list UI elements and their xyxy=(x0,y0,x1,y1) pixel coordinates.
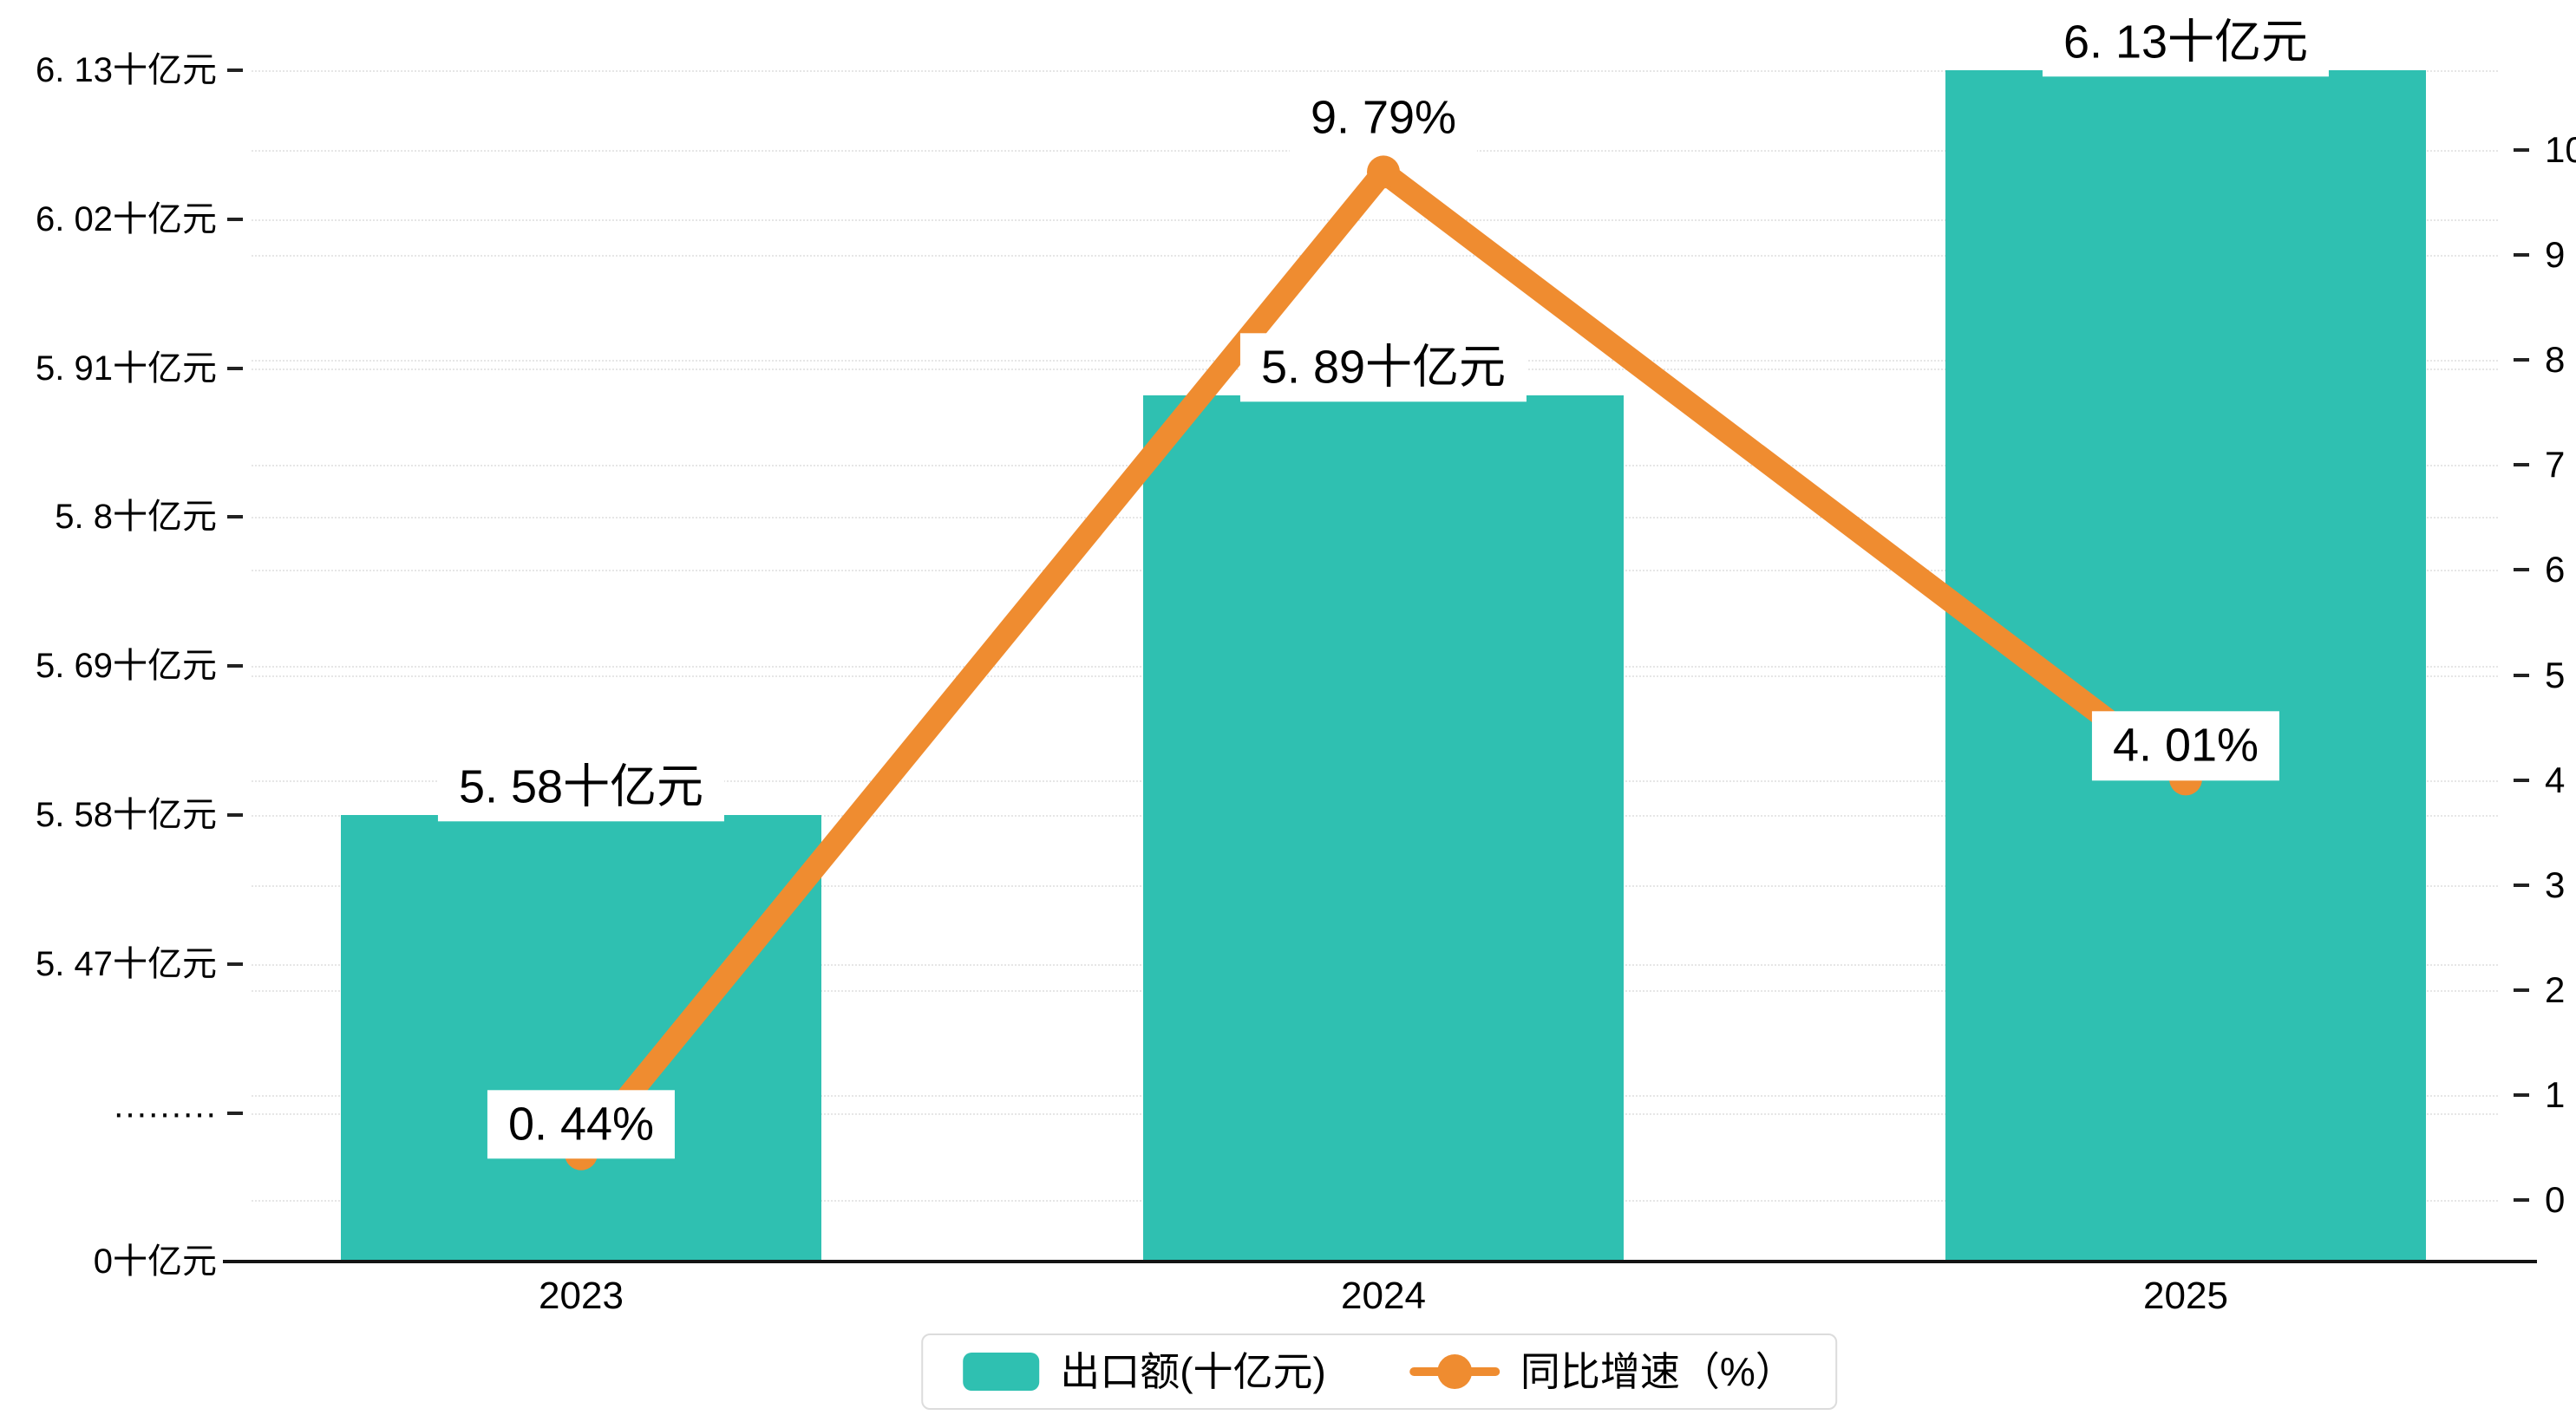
y-axis-right-tick-mark xyxy=(2514,673,2529,677)
legend-item-export[interactable]: 出口额(十亿元) xyxy=(963,1352,1326,1392)
y-axis-right-tick-mark xyxy=(2514,1198,2529,1202)
y-axis-right-tick-label: 5 xyxy=(2545,654,2566,695)
y-axis-right-tick-mark xyxy=(2514,253,2529,258)
growth-value-label: 0. 44% xyxy=(487,1090,676,1159)
y-axis-right-tick-label: 7 xyxy=(2545,444,2566,486)
y-axis-right-tick-label: 9 xyxy=(2545,234,2566,276)
y-axis-right-tick-label: 6 xyxy=(2545,549,2566,590)
growth-line-point xyxy=(1367,155,1400,189)
y-axis-left-tick-label: 5. 58十亿元 xyxy=(36,796,217,834)
y-axis-right-tick-label: 10 xyxy=(2545,129,2576,170)
line-series-marker xyxy=(1409,1354,1500,1389)
legend-item-growth[interactable]: 同比增速（%） xyxy=(1409,1352,1795,1392)
export-bar xyxy=(341,815,821,1262)
bar-value-label: 6. 13十亿元 xyxy=(2042,8,2330,77)
y-axis-right-tick-label: 8 xyxy=(2545,339,2566,381)
y-axis-right-tick-mark xyxy=(2514,463,2529,467)
bar-value-label: 5. 58十亿元 xyxy=(437,753,725,822)
y-axis-left-tick-mark xyxy=(227,68,243,72)
y-axis-left-tick-mark xyxy=(227,664,243,668)
legend-label-growth: 同比增速（%） xyxy=(1520,1349,1795,1394)
y-axis-right-tick-label: 2 xyxy=(2545,968,2566,1010)
line-marker-dot xyxy=(1436,1354,1472,1389)
y-axis-left-tick-label: 5. 69十亿元 xyxy=(36,647,217,686)
y-axis-left-tick-mark xyxy=(227,962,243,966)
y-axis-left-tick-mark xyxy=(227,1111,243,1115)
y-axis-left-tick-mark xyxy=(227,217,243,221)
bar-value-label: 5. 89十亿元 xyxy=(1239,333,1527,402)
export-bar xyxy=(1143,395,1624,1262)
x-axis-label: 2024 xyxy=(1341,1275,1426,1317)
y-axis-left-tick-mark xyxy=(227,515,243,519)
bar-series-swatch xyxy=(963,1353,1040,1391)
y-axis-right-tick-mark xyxy=(2514,1092,2529,1097)
y-axis-left-tick-label: 5. 91十亿元 xyxy=(36,349,217,388)
y-axis-left-tick-label: ········· xyxy=(113,1093,217,1132)
legend: 出口额(十亿元) 同比增速（%） xyxy=(921,1333,1837,1410)
gridline xyxy=(252,70,2498,72)
growth-value-label: 4. 01% xyxy=(2091,711,2280,781)
y-axis-left-tick-label: 5. 8十亿元 xyxy=(55,498,217,537)
x-axis-line xyxy=(223,1260,2537,1263)
y-axis-right-tick-mark xyxy=(2514,148,2529,152)
growth-value-label: 9. 79% xyxy=(1289,83,1478,153)
y-axis-left-tick-label: 5. 47十亿元 xyxy=(36,944,217,983)
y-axis-right-tick-mark xyxy=(2514,988,2529,992)
y-axis-left-tick-label: 6. 02十亿元 xyxy=(36,199,217,238)
export-bar xyxy=(1945,70,2426,1262)
y-axis-left-tick-mark xyxy=(227,366,243,370)
y-axis-right-tick-label: 3 xyxy=(2545,864,2566,905)
y-axis-left-tick-mark xyxy=(227,813,243,817)
y-axis-right-tick-label: 4 xyxy=(2545,759,2566,800)
legend-label-export: 出口额(十亿元) xyxy=(1060,1349,1326,1394)
y-axis-right-tick-label: 0 xyxy=(2545,1179,2566,1220)
y-axis-right-tick-label: 1 xyxy=(2545,1073,2566,1115)
x-axis-label: 2023 xyxy=(539,1275,624,1317)
y-axis-left-tick-label: 6. 13十亿元 xyxy=(36,51,217,89)
x-axis-label: 2025 xyxy=(2143,1275,2228,1317)
y-axis-right-tick-mark xyxy=(2514,883,2529,887)
y-axis-right-tick-mark xyxy=(2514,778,2529,782)
y-axis-right-tick-mark xyxy=(2514,358,2529,362)
y-axis-left-tick-label: 0十亿元 xyxy=(93,1242,217,1281)
y-axis-right-tick-mark xyxy=(2514,568,2529,572)
